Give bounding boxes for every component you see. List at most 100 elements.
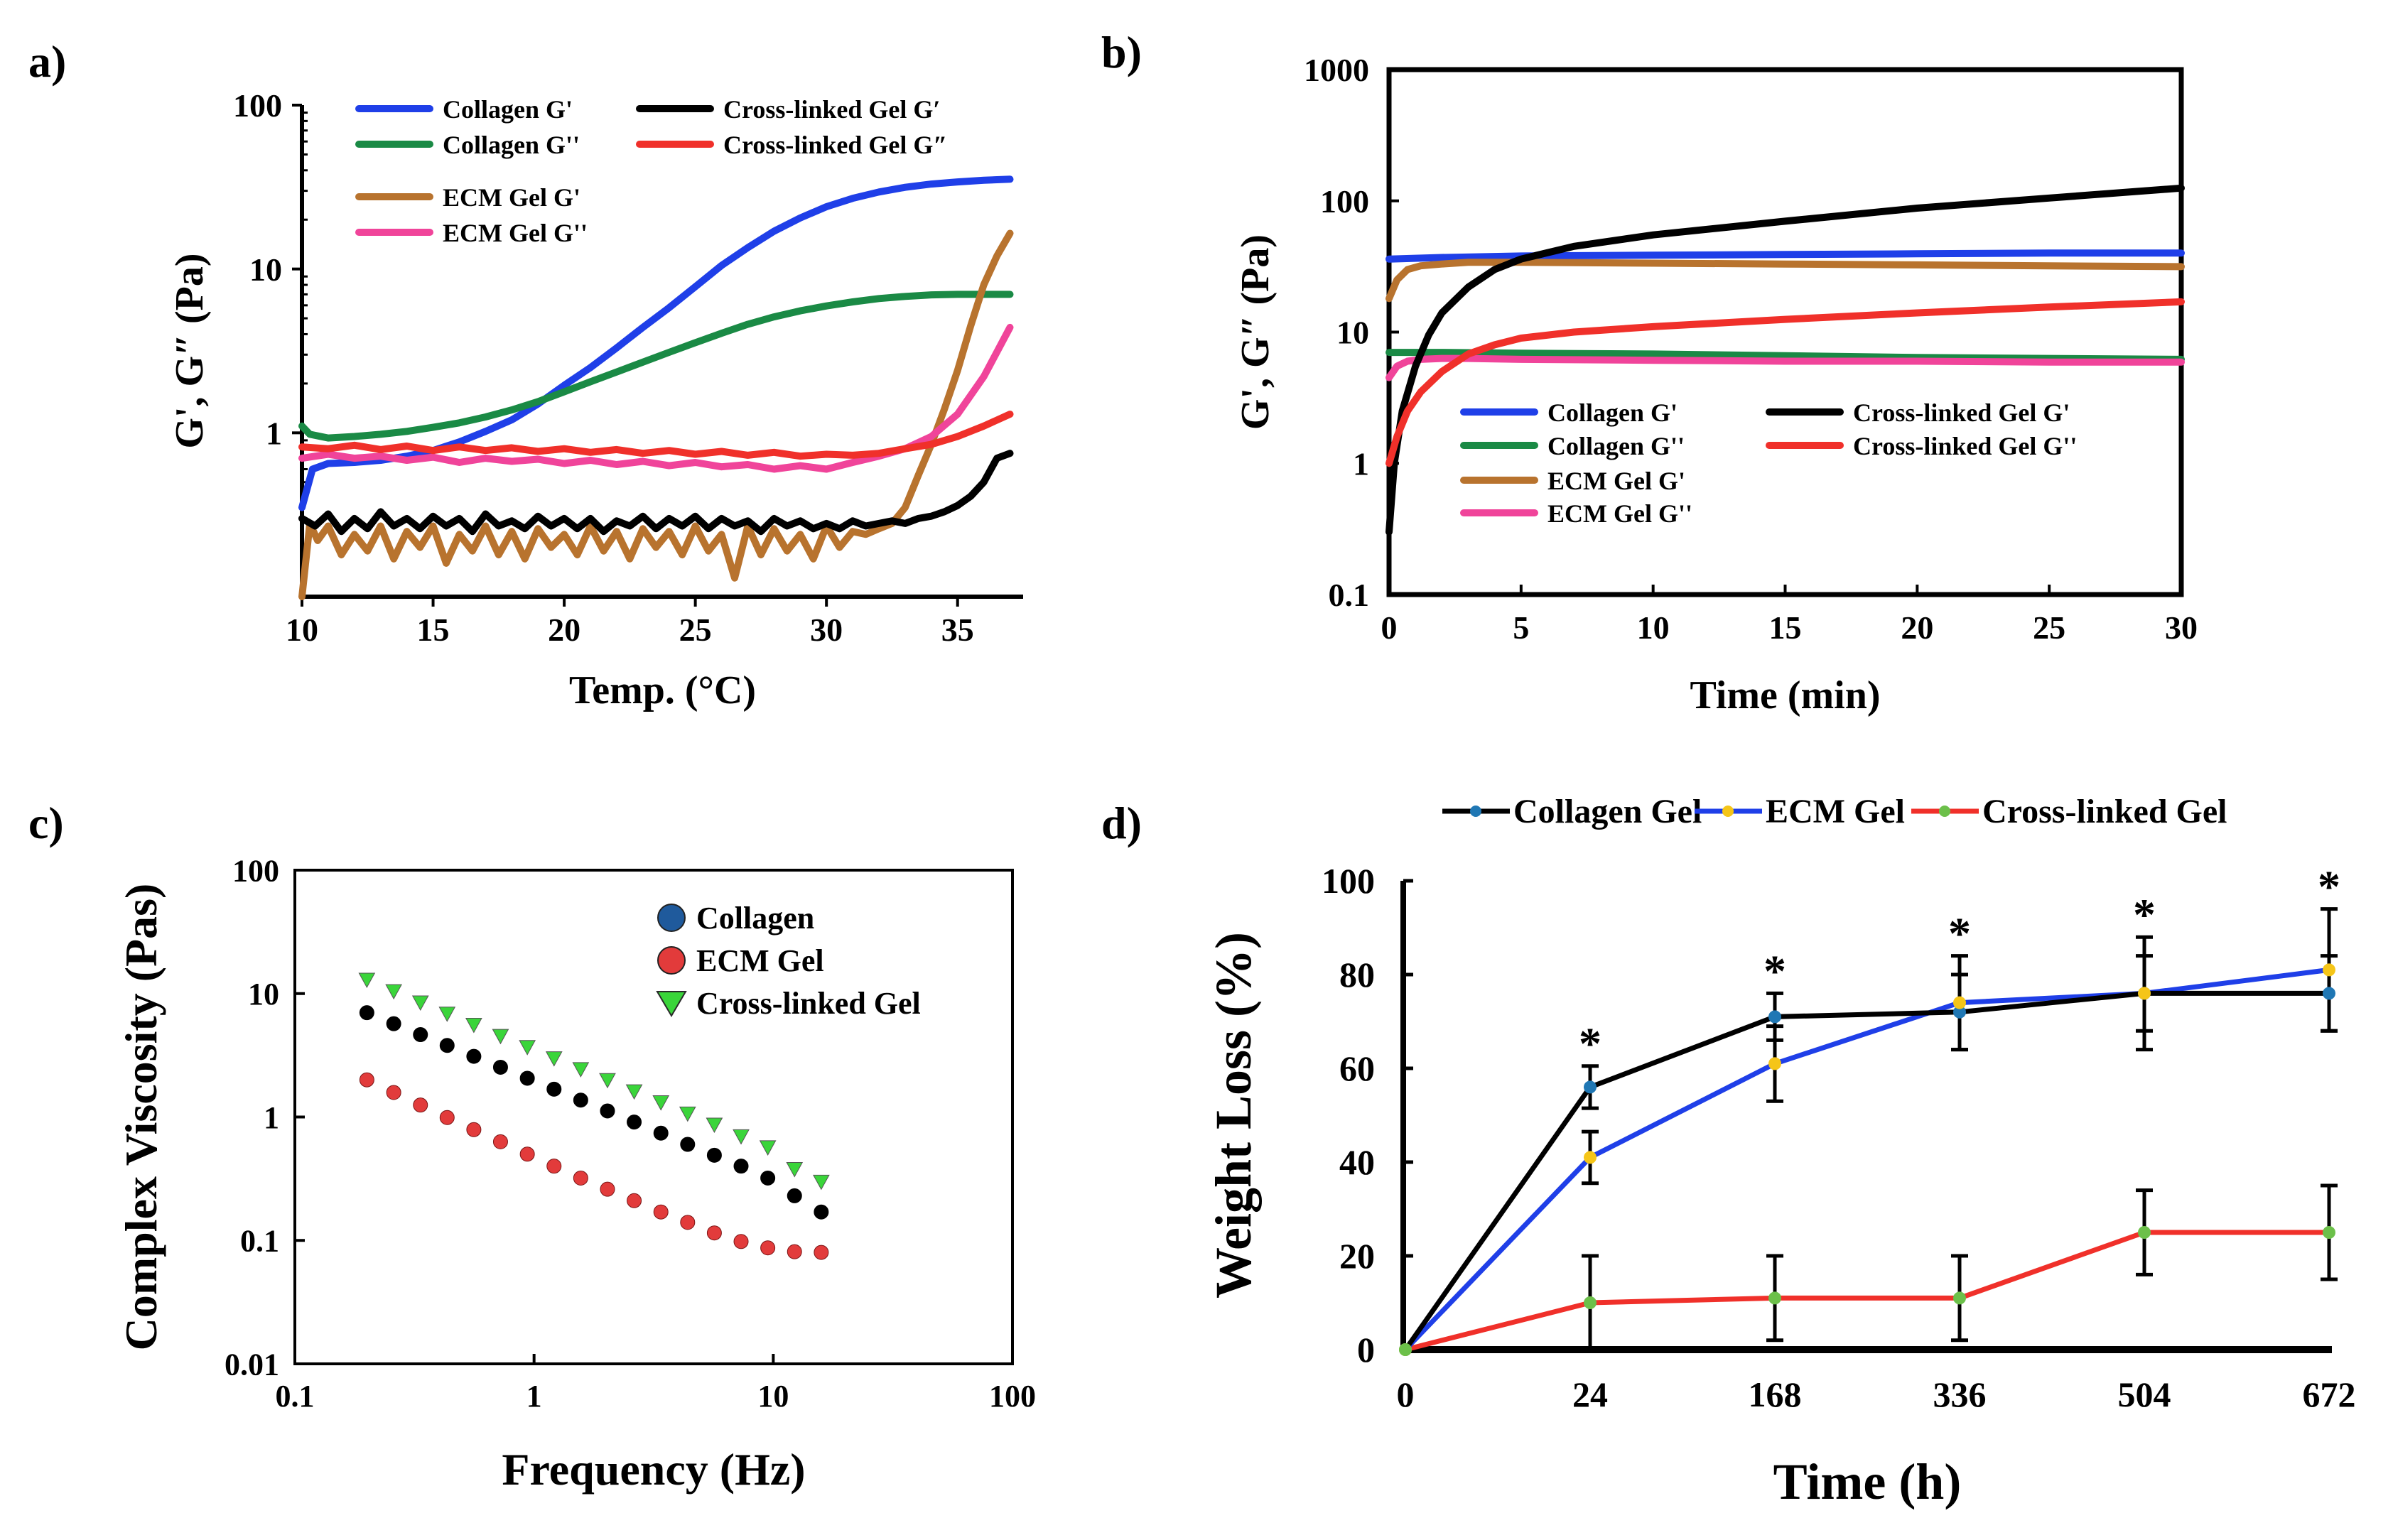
y-axis-title: G', G″ (Pa) [168, 253, 212, 448]
panel-a-chart: 10 15 20 25 30 35 1 10 100 Temp. (°C) G', G″ (Pa) C… [168, 87, 1023, 712]
data-point [653, 1204, 669, 1220]
data-point [546, 1081, 562, 1097]
y-tick-label: 10 [1336, 315, 1369, 351]
data-point [439, 1110, 455, 1125]
legend-label: Cross-linked Gel G′ [723, 95, 941, 124]
x-tick-label: 20 [548, 612, 580, 648]
legend-label: Cross-linked Gel G″ [723, 131, 947, 159]
data-point [466, 1048, 482, 1064]
data-point [411, 995, 429, 1012]
data-point [680, 1137, 696, 1152]
data-point [679, 1106, 696, 1122]
data-point [386, 1016, 401, 1031]
y-tick-label: 0.1 [1329, 577, 1370, 613]
legend-label: Collagen G'' [443, 131, 580, 159]
legend-label: Collagen [696, 901, 814, 936]
data-point [760, 1170, 776, 1186]
legend-label: ECM Gel G' [443, 183, 580, 212]
x-tick-label: 1 [526, 1379, 542, 1414]
data-point [625, 1084, 643, 1100]
panel-a-label: a) [28, 36, 66, 87]
panel-d-chart: 0 20 40 60 80 100 0 24 168 336 504 672 Time (h) Weigh… [1205, 793, 2356, 1510]
legend-label: ECM Gel G'' [1547, 499, 1692, 528]
panel-b-chart: 0 5 10 15 20 25 30 0.1 1 10 100 1000 Time (min) G', G… [1233, 52, 2198, 717]
x-tick-label: 5 [1513, 609, 1529, 646]
series-line [1385, 354, 2185, 381]
series-line [298, 229, 1014, 600]
data-point [519, 1040, 536, 1056]
data-point [787, 1188, 802, 1203]
data-point [492, 1059, 508, 1075]
significance-marker: * [1948, 909, 1971, 959]
significance-marker: * [2318, 862, 2340, 912]
data-point [599, 1073, 616, 1089]
data-point [519, 1070, 535, 1086]
x-tick-label: 20 [1901, 609, 1933, 646]
data-point [385, 984, 402, 1000]
data-point [814, 1204, 829, 1220]
x-tick-label: 15 [1769, 609, 1802, 646]
data-point [2323, 987, 2335, 1000]
y-axis-title: G', G″ (Pa) [1233, 234, 1277, 430]
y-tick-label: 20 [1339, 1236, 1375, 1276]
y-tick-label: 100 [1320, 183, 1369, 219]
x-tick-label: 100 [989, 1379, 1036, 1414]
x-tick-label: 336 [1933, 1374, 1987, 1414]
data-point [600, 1181, 615, 1197]
legend-label: Collagen G'' [1547, 432, 1685, 460]
x-tick-label: 25 [2033, 609, 2065, 646]
data-point [2323, 1226, 2335, 1239]
data-point [680, 1215, 696, 1230]
x-tick-label: 24 [1572, 1374, 1608, 1414]
data-point [600, 1103, 615, 1119]
x-tick-label: 35 [941, 612, 974, 648]
legend-label: Cross-linked Gel G'' [1853, 432, 2077, 460]
significance-marker: * [1579, 1019, 1601, 1069]
data-point [358, 972, 376, 988]
y-tick-label: 60 [1339, 1048, 1375, 1088]
data-point [546, 1159, 562, 1174]
data-point [492, 1029, 509, 1045]
y-tick-label: 100 [232, 853, 279, 888]
series-line [1385, 184, 2185, 536]
data-point [706, 1225, 722, 1241]
data-point [813, 1174, 830, 1191]
x-tick-label: 30 [2165, 609, 2198, 646]
legend-label: Cross-linked Gel G' [1853, 398, 2070, 427]
data-point [1953, 1291, 1966, 1305]
data-point [573, 1092, 588, 1108]
legend-label: Collagen G' [443, 95, 573, 124]
y-tick-label: 1 [264, 1100, 279, 1135]
y-tick-label: 10 [249, 251, 282, 288]
data-point [706, 1117, 723, 1134]
legend-marker [1939, 806, 1950, 817]
legend-label: Collagen G' [1547, 398, 1678, 427]
data-point [733, 1234, 749, 1249]
data-point [492, 1134, 508, 1149]
series-line [298, 291, 1014, 442]
x-axis-title: Frequency (Hz) [502, 1444, 805, 1495]
data-point [1584, 1080, 1597, 1094]
significance-marker: * [1763, 945, 1786, 996]
series-line [1403, 990, 2329, 1352]
data-point [1584, 1151, 1597, 1164]
x-tick-label: 672 [2303, 1374, 2356, 1414]
x-tick-label: 10 [757, 1379, 789, 1414]
data-point [439, 1038, 455, 1053]
x-tick-label: 504 [2118, 1374, 2171, 1414]
data-point [2138, 1226, 2151, 1239]
data-point [1953, 996, 1966, 1009]
data-point [2323, 963, 2335, 977]
data-point [1584, 1296, 1597, 1309]
data-point [627, 1193, 642, 1208]
x-tick-label: 0 [1381, 609, 1398, 646]
significance-marker: * [2133, 889, 2156, 940]
data-point [733, 1159, 749, 1174]
data-point [786, 1162, 804, 1178]
series-line [1385, 259, 2185, 303]
legend-label: ECM Gel G' [1547, 467, 1685, 495]
legend-marker [657, 904, 686, 932]
x-tick-label: 0.1 [276, 1379, 315, 1414]
data-point [652, 1095, 670, 1111]
